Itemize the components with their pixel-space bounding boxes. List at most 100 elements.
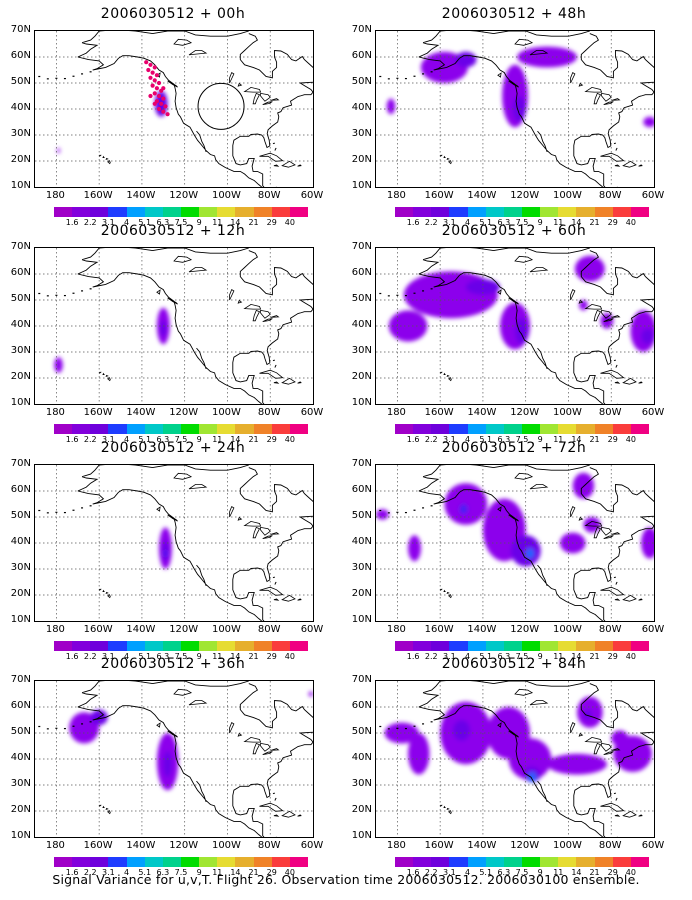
lake-outline: [237, 299, 243, 304]
colorbar-swatch: [289, 641, 308, 651]
colorbar-label: 5.1: [138, 218, 152, 227]
island-outline: [272, 792, 276, 795]
aleutian-island: [46, 295, 49, 297]
observation-point: [148, 93, 153, 99]
island-outline: [615, 364, 618, 368]
colorbar-label: 5.1: [479, 435, 493, 444]
colorbar-label: 3.1: [102, 868, 115, 877]
lat-tick-label: 40N: [351, 752, 372, 763]
lon-tick-label: 160W: [424, 407, 454, 418]
colorbar-label: 21: [589, 868, 600, 877]
lake-outline: [252, 742, 261, 755]
variance-blob: [163, 751, 172, 778]
observation-point: [148, 75, 153, 80]
colorbar-swatch: [108, 207, 127, 217]
region-circle: [197, 82, 245, 130]
colorbar-label: 2.2: [424, 218, 438, 227]
island-outline: [99, 371, 102, 374]
colorbar-label: 3.1: [443, 435, 456, 444]
lon-tick-label: 180: [45, 624, 65, 635]
island-outline: [614, 814, 621, 817]
lat-tick-label: 60N: [351, 267, 372, 278]
colorbar-label: 1.6: [65, 218, 79, 227]
colorbar-label: 9: [196, 652, 202, 661]
colorbar-swatch: [90, 641, 109, 651]
lake-outline: [188, 50, 208, 56]
island-outline: [600, 802, 625, 812]
colorbar-swatch: [395, 641, 414, 651]
colorbar-swatch: [395, 424, 414, 434]
colorbar-swatch: [576, 641, 595, 651]
colorbar-label: 7.5: [515, 652, 529, 661]
colorbar-swatch: [253, 641, 272, 651]
colorbar-swatch: [521, 424, 541, 434]
observation-point: [161, 109, 166, 114]
aleutian-island: [422, 723, 425, 725]
colorbar-label: 2.2: [424, 652, 438, 661]
panel-title: 2006030512 + 36h: [100, 656, 246, 672]
lon-tick-label: 80W: [598, 840, 622, 851]
colorbar-swatch: [199, 207, 218, 217]
colorbar-swatch: [72, 641, 91, 651]
aleutian-island: [413, 509, 416, 511]
map-panel: [375, 247, 655, 405]
variance-blob: [611, 730, 629, 746]
colorbar-label: 6.3: [497, 435, 511, 444]
colorbar-swatch: [235, 424, 254, 434]
colorbar-label: 21: [248, 652, 259, 661]
grid: [35, 248, 313, 404]
colorbar-label: 5.1: [479, 868, 493, 877]
aleutian-island: [379, 725, 382, 728]
island-outline: [508, 80, 519, 88]
colorbar-swatch: [144, 424, 163, 434]
lake-outline: [237, 82, 243, 87]
lake-outline: [237, 516, 243, 521]
colorbar-label: 4: [465, 652, 471, 661]
colorbar-label: 4: [465, 868, 471, 877]
island-outline: [615, 581, 618, 585]
colorbar-swatch: [467, 207, 486, 217]
lat-tick-label: 60N: [10, 50, 31, 61]
observation-point: [159, 101, 164, 106]
colorbar-swatch: [558, 207, 577, 217]
lake-outline: [603, 318, 614, 322]
colorbar-swatch: [217, 207, 236, 217]
map-svg: [376, 248, 654, 404]
island-outline: [443, 372, 446, 375]
lat-tick-label: 10N: [10, 614, 31, 625]
variance-fills: [54, 307, 170, 373]
variance-blob: [308, 691, 313, 697]
colorbar-swatch: [72, 207, 91, 217]
variance-blob: [515, 318, 528, 345]
colorbar-swatch: [576, 424, 595, 434]
colorbar-swatch: [253, 207, 272, 217]
aleutian-island: [89, 721, 92, 723]
aleutian-island: [46, 512, 49, 514]
island-outline: [614, 598, 621, 601]
colorbar-label: 21: [589, 652, 600, 661]
island-outline: [443, 805, 446, 808]
island-outline: [622, 810, 637, 818]
colorbar-swatch: [594, 857, 613, 867]
island-outline: [107, 159, 111, 165]
variance-blob: [512, 96, 526, 122]
lon-tick-label: 80W: [257, 407, 281, 418]
colorbar-swatch: [126, 857, 145, 867]
island-outline: [105, 374, 109, 378]
island-outline: [497, 506, 502, 512]
colorbar-swatch: [413, 857, 432, 867]
colorbar-label: 11: [553, 868, 564, 877]
colorbar-swatch: [144, 641, 163, 651]
colorbar-swatch: [413, 424, 432, 434]
colorbar-label: 9: [537, 218, 543, 227]
aleutian-island: [422, 507, 425, 509]
lake-outline: [584, 520, 603, 527]
colorbar-label: 1.6: [406, 218, 420, 227]
observation-point: [146, 67, 151, 73]
colorbar-label: 4: [124, 435, 130, 444]
colorbar-label: 14: [230, 435, 241, 444]
colorbar-label: 1.6: [65, 435, 79, 444]
colorbar-swatch: [612, 424, 631, 434]
colorbar-swatch: [395, 857, 414, 867]
colorbar-swatch: [217, 641, 236, 651]
